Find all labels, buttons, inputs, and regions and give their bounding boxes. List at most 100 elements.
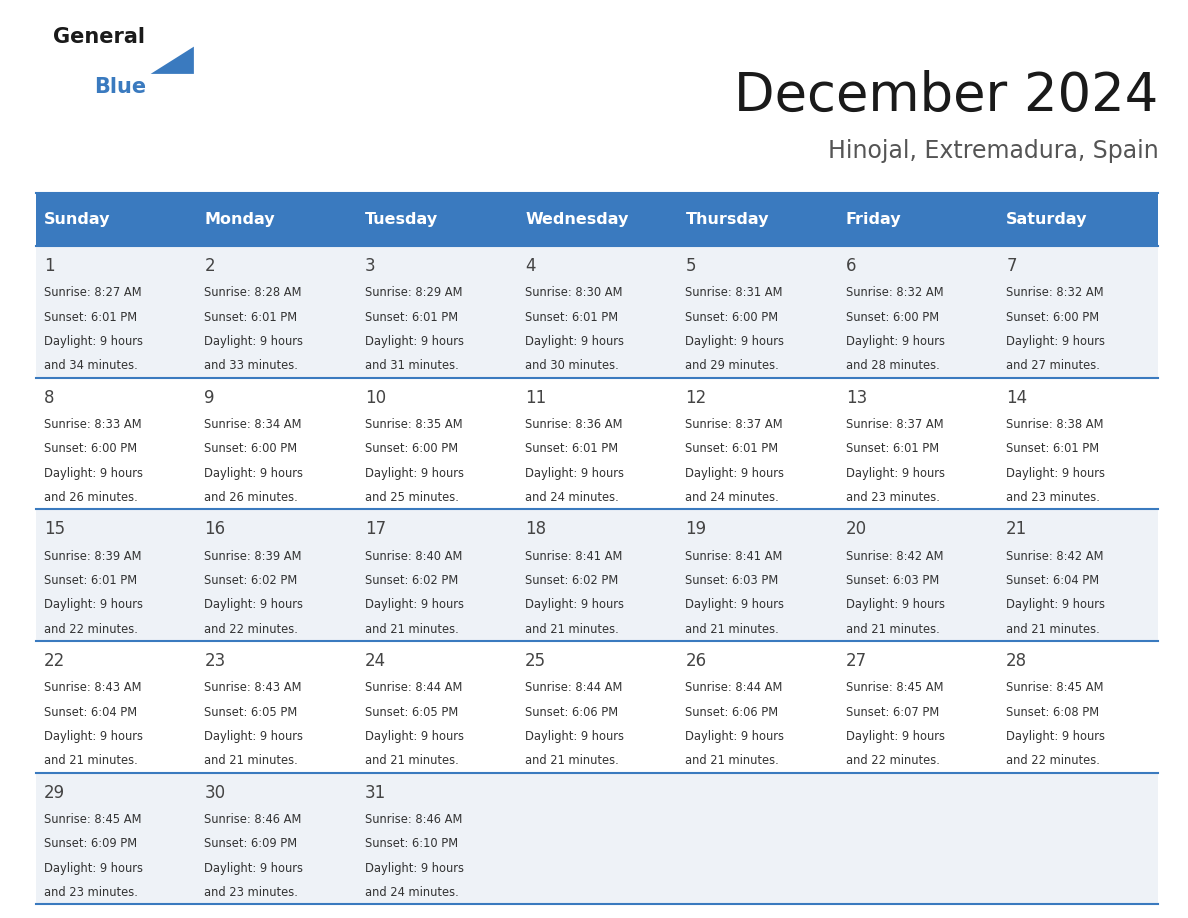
Text: and 24 minutes.: and 24 minutes. xyxy=(685,491,779,504)
Text: 13: 13 xyxy=(846,388,867,407)
Text: Daylight: 9 hours: Daylight: 9 hours xyxy=(525,730,624,743)
Text: Sunrise: 8:33 AM: Sunrise: 8:33 AM xyxy=(44,418,141,431)
Text: Daylight: 9 hours: Daylight: 9 hours xyxy=(44,862,143,875)
Text: Daylight: 9 hours: Daylight: 9 hours xyxy=(204,335,303,348)
Text: Sunset: 6:00 PM: Sunset: 6:00 PM xyxy=(846,311,939,324)
Text: Sunrise: 8:37 AM: Sunrise: 8:37 AM xyxy=(685,418,783,431)
Text: Daylight: 9 hours: Daylight: 9 hours xyxy=(204,599,303,611)
Text: Sunrise: 8:32 AM: Sunrise: 8:32 AM xyxy=(846,286,943,299)
Text: 30: 30 xyxy=(204,784,226,801)
Text: 19: 19 xyxy=(685,521,707,538)
Text: Friday: Friday xyxy=(846,212,902,227)
Text: Sunrise: 8:38 AM: Sunrise: 8:38 AM xyxy=(1006,418,1104,431)
Text: Sunrise: 8:45 AM: Sunrise: 8:45 AM xyxy=(1006,681,1104,694)
Text: and 30 minutes.: and 30 minutes. xyxy=(525,360,619,373)
Text: Sunset: 6:00 PM: Sunset: 6:00 PM xyxy=(1006,311,1099,324)
Text: Daylight: 9 hours: Daylight: 9 hours xyxy=(365,862,463,875)
Text: Daylight: 9 hours: Daylight: 9 hours xyxy=(1006,599,1105,611)
Text: 24: 24 xyxy=(365,652,386,670)
Text: Sunset: 6:01 PM: Sunset: 6:01 PM xyxy=(44,574,137,587)
Text: Sunrise: 8:42 AM: Sunrise: 8:42 AM xyxy=(846,550,943,563)
Text: and 25 minutes.: and 25 minutes. xyxy=(365,491,459,504)
Text: Daylight: 9 hours: Daylight: 9 hours xyxy=(846,599,944,611)
Text: Daylight: 9 hours: Daylight: 9 hours xyxy=(846,335,944,348)
Text: Daylight: 9 hours: Daylight: 9 hours xyxy=(204,730,303,743)
Text: Daylight: 9 hours: Daylight: 9 hours xyxy=(365,335,463,348)
Text: Sunrise: 8:36 AM: Sunrise: 8:36 AM xyxy=(525,418,623,431)
Text: and 26 minutes.: and 26 minutes. xyxy=(204,491,298,504)
Text: Wednesday: Wednesday xyxy=(525,212,628,227)
Text: Tuesday: Tuesday xyxy=(365,212,438,227)
Text: 15: 15 xyxy=(44,521,65,538)
Text: Sunrise: 8:28 AM: Sunrise: 8:28 AM xyxy=(204,286,302,299)
Text: and 23 minutes.: and 23 minutes. xyxy=(44,886,138,899)
Text: 1: 1 xyxy=(44,257,55,275)
Text: Sunrise: 8:44 AM: Sunrise: 8:44 AM xyxy=(365,681,462,694)
Text: Thursday: Thursday xyxy=(685,212,769,227)
Text: Sunrise: 8:30 AM: Sunrise: 8:30 AM xyxy=(525,286,623,299)
Text: Sunset: 6:00 PM: Sunset: 6:00 PM xyxy=(685,311,778,324)
Polygon shape xyxy=(151,47,194,73)
Text: and 21 minutes.: and 21 minutes. xyxy=(1006,622,1100,636)
Text: Sunset: 6:01 PM: Sunset: 6:01 PM xyxy=(846,442,939,455)
Text: Sunrise: 8:42 AM: Sunrise: 8:42 AM xyxy=(1006,550,1104,563)
Text: Daylight: 9 hours: Daylight: 9 hours xyxy=(1006,466,1105,480)
Text: 26: 26 xyxy=(685,652,707,670)
Text: 28: 28 xyxy=(1006,652,1028,670)
Text: Daylight: 9 hours: Daylight: 9 hours xyxy=(846,730,944,743)
Text: and 31 minutes.: and 31 minutes. xyxy=(365,360,459,373)
Text: and 23 minutes.: and 23 minutes. xyxy=(204,886,298,899)
Text: Sunset: 6:03 PM: Sunset: 6:03 PM xyxy=(685,574,778,587)
Text: December 2024: December 2024 xyxy=(734,71,1158,122)
Text: and 21 minutes.: and 21 minutes. xyxy=(685,755,779,767)
Text: and 22 minutes.: and 22 minutes. xyxy=(44,622,138,636)
Text: and 28 minutes.: and 28 minutes. xyxy=(846,360,940,373)
Text: and 24 minutes.: and 24 minutes. xyxy=(525,491,619,504)
Text: 29: 29 xyxy=(44,784,65,801)
Text: and 22 minutes.: and 22 minutes. xyxy=(204,622,298,636)
Text: Daylight: 9 hours: Daylight: 9 hours xyxy=(846,466,944,480)
Text: Sunrise: 8:32 AM: Sunrise: 8:32 AM xyxy=(1006,286,1104,299)
Text: Sunday: Sunday xyxy=(44,212,110,227)
Text: and 21 minutes.: and 21 minutes. xyxy=(685,622,779,636)
Text: Sunrise: 8:43 AM: Sunrise: 8:43 AM xyxy=(44,681,141,694)
Text: and 23 minutes.: and 23 minutes. xyxy=(1006,491,1100,504)
Text: Sunset: 6:00 PM: Sunset: 6:00 PM xyxy=(204,442,297,455)
Text: 20: 20 xyxy=(846,521,867,538)
Text: Sunset: 6:03 PM: Sunset: 6:03 PM xyxy=(846,574,939,587)
Text: and 21 minutes.: and 21 minutes. xyxy=(525,755,619,767)
Text: Sunset: 6:00 PM: Sunset: 6:00 PM xyxy=(365,442,457,455)
Text: Daylight: 9 hours: Daylight: 9 hours xyxy=(1006,335,1105,348)
Text: Sunset: 6:02 PM: Sunset: 6:02 PM xyxy=(365,574,457,587)
Text: Sunrise: 8:44 AM: Sunrise: 8:44 AM xyxy=(525,681,623,694)
Text: Sunset: 6:01 PM: Sunset: 6:01 PM xyxy=(525,442,618,455)
Text: and 22 minutes.: and 22 minutes. xyxy=(846,755,940,767)
Text: General: General xyxy=(52,27,145,47)
Text: 23: 23 xyxy=(204,652,226,670)
Text: Sunset: 6:10 PM: Sunset: 6:10 PM xyxy=(365,837,457,850)
Text: Daylight: 9 hours: Daylight: 9 hours xyxy=(685,335,784,348)
Text: Daylight: 9 hours: Daylight: 9 hours xyxy=(204,466,303,480)
Text: Hinojal, Extremadura, Spain: Hinojal, Extremadura, Spain xyxy=(828,140,1158,163)
Text: 5: 5 xyxy=(685,257,696,275)
Text: Sunrise: 8:41 AM: Sunrise: 8:41 AM xyxy=(685,550,783,563)
Text: Daylight: 9 hours: Daylight: 9 hours xyxy=(685,599,784,611)
Text: 31: 31 xyxy=(365,784,386,801)
Text: Sunrise: 8:45 AM: Sunrise: 8:45 AM xyxy=(44,813,141,826)
Text: and 26 minutes.: and 26 minutes. xyxy=(44,491,138,504)
Text: Daylight: 9 hours: Daylight: 9 hours xyxy=(525,599,624,611)
Text: Daylight: 9 hours: Daylight: 9 hours xyxy=(365,599,463,611)
Text: Sunset: 6:04 PM: Sunset: 6:04 PM xyxy=(44,706,137,719)
Text: Sunrise: 8:40 AM: Sunrise: 8:40 AM xyxy=(365,550,462,563)
Text: Sunset: 6:06 PM: Sunset: 6:06 PM xyxy=(525,706,618,719)
Text: and 29 minutes.: and 29 minutes. xyxy=(685,360,779,373)
Text: and 24 minutes.: and 24 minutes. xyxy=(365,886,459,899)
Text: 10: 10 xyxy=(365,388,386,407)
Text: Sunrise: 8:39 AM: Sunrise: 8:39 AM xyxy=(204,550,302,563)
Text: Sunset: 6:01 PM: Sunset: 6:01 PM xyxy=(1006,442,1099,455)
Text: 27: 27 xyxy=(846,652,867,670)
Text: Daylight: 9 hours: Daylight: 9 hours xyxy=(44,335,143,348)
Text: Sunset: 6:02 PM: Sunset: 6:02 PM xyxy=(204,574,297,587)
Text: Monday: Monday xyxy=(204,212,274,227)
Text: 6: 6 xyxy=(846,257,857,275)
